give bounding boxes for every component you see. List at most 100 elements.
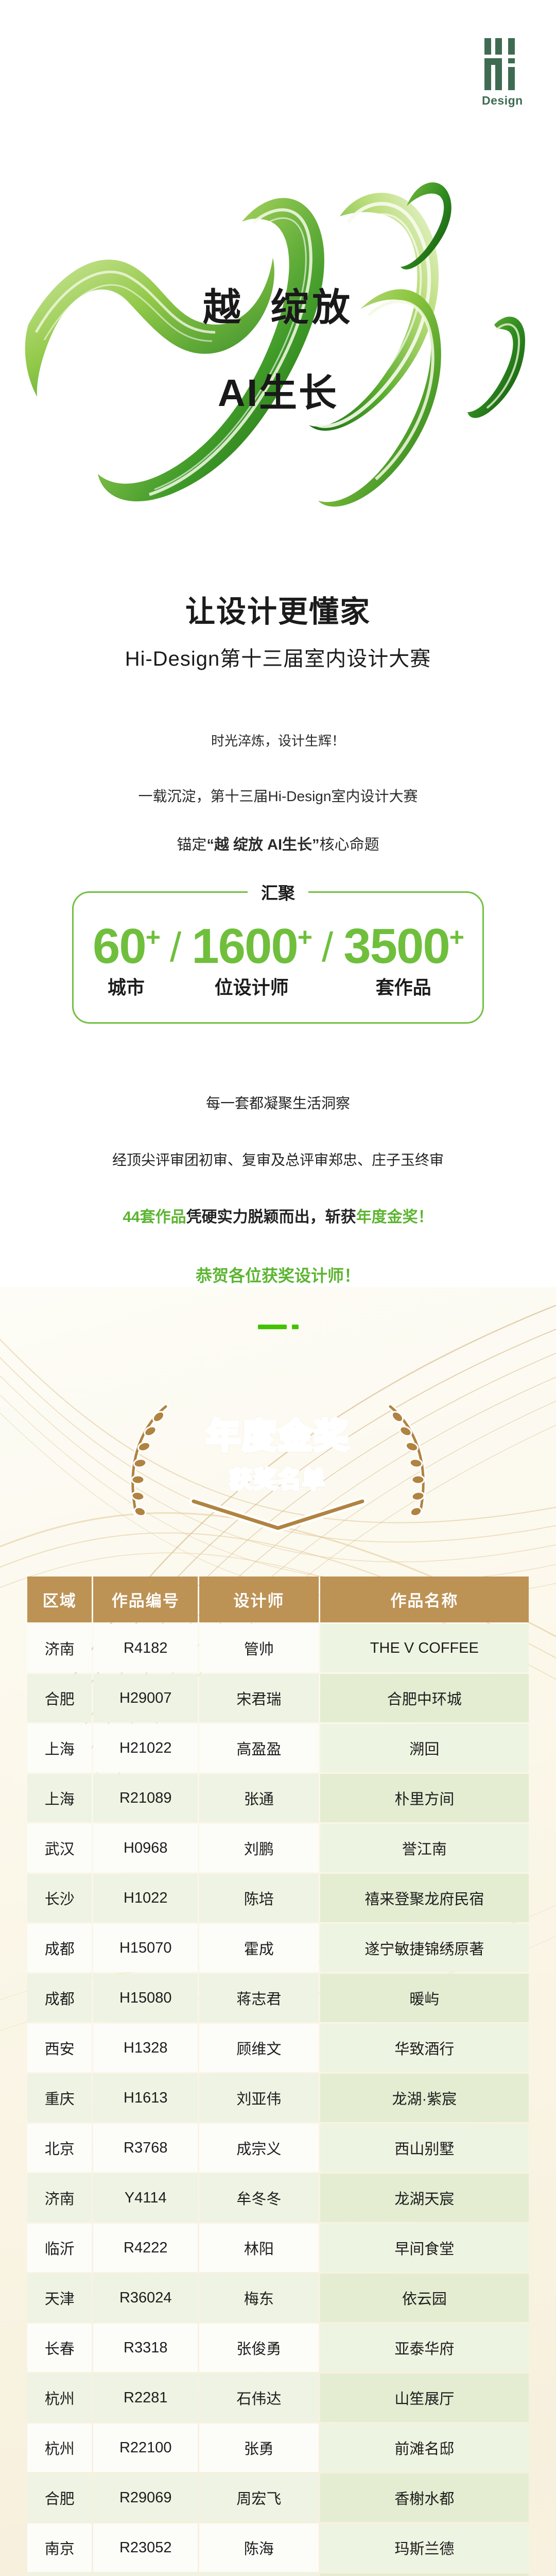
cell-region: 成都 bbox=[27, 1924, 92, 1973]
stat-designers: 1600+ 位设计师 bbox=[188, 918, 315, 999]
cell-work-name: 西山别墅 bbox=[320, 2124, 529, 2173]
cell-designer: 顾维文 bbox=[199, 2024, 319, 2073]
stat-designers-value: 1600+ bbox=[192, 918, 312, 974]
th-work-name: 作品名称 bbox=[320, 1577, 529, 1623]
cell-work-code: H21022 bbox=[93, 1724, 198, 1773]
intro-line-1: 时光淬炼，设计生辉！ bbox=[211, 733, 345, 749]
medal-subtitle: 获奖名单 bbox=[144, 1461, 412, 1494]
cell-work-name: 山笙展厅 bbox=[320, 2374, 529, 2422]
cell-designer: 陈海 bbox=[199, 2523, 319, 2572]
stat-works: 3500+ 套作品 bbox=[340, 918, 466, 999]
title-block: 让设计更懂家 Hi-Design第十三届室内设计大赛 bbox=[0, 572, 556, 672]
table-row: 合肥 H29007 宋君瑞 合肥中环城 bbox=[27, 1674, 529, 1723]
cell-region: 北京 bbox=[27, 2124, 92, 2173]
cell-work-name: 香榭水都 bbox=[320, 2473, 529, 2522]
table-row: 长春 R3318 张俊勇 亚泰华府 bbox=[27, 2324, 529, 2372]
cell-work-name: THE V COFFEE bbox=[320, 1624, 529, 1673]
green-brush-artwork bbox=[0, 155, 556, 515]
stat-cities-value: 60+ bbox=[93, 918, 161, 974]
cell-designer: 刘鹏 bbox=[199, 1824, 319, 1873]
cell-work-name: 亚泰华府 bbox=[320, 2324, 529, 2372]
cell-work-name: 早间食堂 bbox=[320, 2224, 529, 2273]
cell-work-code: H15080 bbox=[93, 1974, 198, 2023]
cell-region: 济南 bbox=[27, 2174, 92, 2223]
th-region: 区域 bbox=[27, 1577, 92, 1623]
ribbon-icon bbox=[144, 1497, 412, 1541]
intro-line-3-prefix: 锚定 bbox=[177, 837, 207, 854]
cell-work-name: 依云园 bbox=[320, 2274, 529, 2323]
table-row: 济南 Y4114 牟冬冬 龙湖天宸 bbox=[27, 2174, 529, 2223]
cell-work-code: R3768 bbox=[93, 2124, 198, 2173]
cell-designer: 梅东 bbox=[199, 2274, 319, 2323]
cell-designer: 宋君瑞 bbox=[199, 1674, 319, 1723]
gold-award-section: 年度金奖 获奖名单 区域 作品编号 设计师 作 bbox=[0, 1287, 556, 2576]
cell-work-name: 暖屿 bbox=[320, 1974, 529, 2023]
cell-designer: 成宗义 bbox=[199, 2124, 319, 2173]
cell-work-name: 龙湖·紫宸 bbox=[320, 2074, 529, 2123]
praise-line-4: 恭贺各位获奖设计师！ bbox=[195, 1266, 360, 1285]
praise-line-3-mid: 凭硬实力脱颖而出，斩获 bbox=[186, 1208, 356, 1226]
table-row: 济南 R4182 管帅 THE V COFFEE bbox=[27, 1624, 529, 1673]
awards-table-wrapper: 区域 作品编号 设计师 作品名称 济南 R4182 管帅 THE V COFFEE 合肥… bbox=[26, 1575, 530, 2576]
cell-work-code: R29069 bbox=[93, 2473, 198, 2522]
table-row: 临沂 R4222 林阳 早间食堂 bbox=[27, 2224, 529, 2273]
awards-table-body: 济南 R4182 管帅 THE V COFFEE 合肥 H29007 宋君瑞 合肥中环城 上海 H… bbox=[27, 1624, 529, 2576]
stats-separator-1: / bbox=[169, 924, 182, 970]
table-row: 北京 R3768 成宗义 西山别墅 bbox=[27, 2124, 529, 2173]
cell-work-code: R23052 bbox=[93, 2523, 198, 2572]
cell-work-code: H15070 bbox=[93, 1924, 198, 1973]
cell-work-code: R4182 bbox=[93, 1624, 198, 1673]
logo-wordmark: Design bbox=[482, 94, 523, 107]
table-row: 杭州 R2281 石伟达 山笙展厅 bbox=[27, 2374, 529, 2422]
stat-cities-caption: 城市 bbox=[107, 977, 145, 998]
cell-work-name: 龙湖天宸 bbox=[320, 2174, 529, 2223]
cell-region: 宁波 bbox=[27, 2573, 92, 2576]
cell-designer: 高盈盈 bbox=[199, 1724, 319, 1773]
cell-work-name: 禧来登聚龙府民宿 bbox=[320, 1874, 529, 1923]
cell-work-name: 前滩名邸 bbox=[320, 2424, 529, 2472]
cell-region: 长沙 bbox=[27, 1874, 92, 1923]
praise-count: 44套作品 bbox=[123, 1208, 186, 1226]
cell-work-code: R4222 bbox=[93, 2224, 198, 2273]
cell-region: 杭州 bbox=[27, 2424, 92, 2472]
cell-work-name: 誉江南 bbox=[320, 1824, 529, 1873]
hi-mark-icon bbox=[483, 37, 517, 91]
th-work-code: 作品编号 bbox=[93, 1577, 198, 1623]
awards-table: 区域 作品编号 设计师 作品名称 济南 R4182 管帅 THE V COFFEE 合肥… bbox=[26, 1575, 530, 2576]
stat-works-value: 3500+ bbox=[343, 918, 464, 974]
praise-award: 年度金奖！ bbox=[356, 1208, 433, 1226]
cell-work-name: 遂宁敏捷锦绣原著 bbox=[320, 1924, 529, 1973]
cell-region: 长春 bbox=[27, 2324, 92, 2372]
cell-work-code: Y4114 bbox=[93, 2174, 198, 2223]
cell-region: 武汉 bbox=[27, 1824, 92, 1873]
cell-designer: 张俊勇 bbox=[199, 2324, 319, 2372]
table-row: 南京 R23052 陈海 玛斯兰德 bbox=[27, 2523, 529, 2572]
cell-work-code: R2281 bbox=[93, 2374, 198, 2422]
cell-designer: 石伟达 bbox=[199, 2374, 319, 2422]
cell-work-code: H29007 bbox=[93, 1674, 198, 1723]
cell-region: 合肥 bbox=[27, 1674, 92, 1723]
intro-line-3-suffix: 核心命题 bbox=[319, 837, 379, 854]
table-row: 重庆 H1613 刘亚伟 龙湖·紫宸 bbox=[27, 2074, 529, 2123]
cell-region: 济南 bbox=[27, 1624, 92, 1673]
stats-section: 汇聚 60+ 城市 / 1600+ 位设计师 / 3500+ 套作品 bbox=[72, 879, 484, 1044]
cell-work-code: H1022 bbox=[93, 1874, 198, 1923]
praise-section: 每一套都凝聚生活洞察 经顶尖评审团初审、复审及总评审郑忠、庄子玉终审 44套作品… bbox=[0, 1044, 556, 1287]
cell-designer: 霍成 bbox=[199, 1924, 319, 1973]
table-row: 武汉 H0968 刘鹏 誉江南 bbox=[27, 1824, 529, 1873]
cell-region: 南京 bbox=[27, 2523, 92, 2572]
cell-designer: 管帅 bbox=[199, 1624, 319, 1673]
cell-region: 重庆 bbox=[27, 2074, 92, 2123]
cell-designer: 陈培 bbox=[199, 1874, 319, 1923]
stats-box: 汇聚 60+ 城市 / 1600+ 位设计师 / 3500+ 套作品 bbox=[72, 879, 484, 1024]
cell-work-name: 象山兰园 bbox=[320, 2573, 529, 2576]
cell-work-code: R27033 bbox=[93, 2573, 198, 2576]
page-subtitle: Hi-Design第十三届室内设计大赛 bbox=[125, 648, 431, 670]
table-row: 西安 H1328 顾维文 华致酒行 bbox=[27, 2024, 529, 2073]
cell-region: 成都 bbox=[27, 1974, 92, 2023]
cell-region: 杭州 bbox=[27, 2374, 92, 2422]
medal-title: 年度金奖 bbox=[144, 1409, 412, 1458]
cell-work-code: R21089 bbox=[93, 1774, 198, 1823]
cell-region: 临沂 bbox=[27, 2224, 92, 2273]
